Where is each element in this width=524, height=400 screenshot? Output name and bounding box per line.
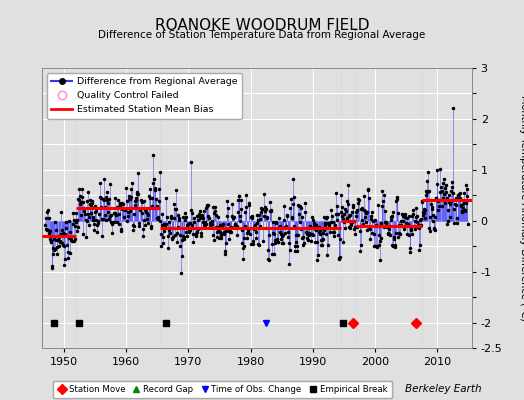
Text: ROANOKE WOODRUM FIELD: ROANOKE WOODRUM FIELD [155, 18, 369, 33]
Text: Difference of Station Temperature Data from Regional Average: Difference of Station Temperature Data f… [99, 30, 425, 40]
Legend: Station Move, Record Gap, Time of Obs. Change, Empirical Break: Station Move, Record Gap, Time of Obs. C… [53, 381, 392, 398]
Y-axis label: Monthly Temperature Anomaly Difference (°C): Monthly Temperature Anomaly Difference (… [519, 95, 524, 321]
Text: Berkeley Earth: Berkeley Earth [406, 384, 482, 394]
